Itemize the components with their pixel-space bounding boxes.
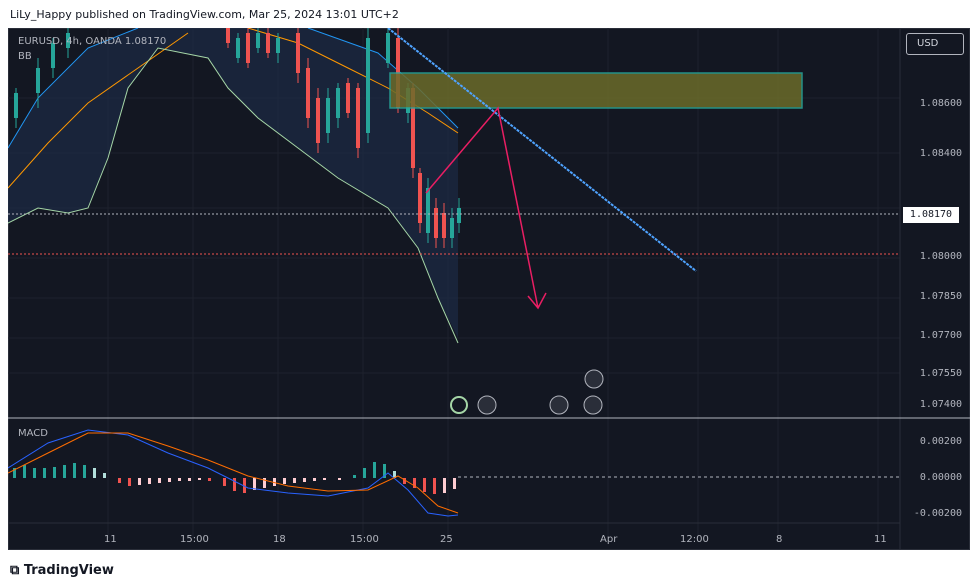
signal-line bbox=[8, 432, 459, 514]
symbol-title: EURUSD, 4h, OANDA 1.08170 bbox=[18, 36, 167, 47]
currency-button[interactable]: USD bbox=[906, 33, 964, 55]
time-label: 8 bbox=[776, 534, 783, 545]
price-label: 1.07700 bbox=[919, 330, 962, 341]
tradingview-logo[interactable]: ⧉ TradingView bbox=[10, 563, 114, 578]
price-label: 1.08600 bbox=[919, 98, 962, 109]
chart-frame[interactable] bbox=[8, 28, 970, 550]
publisher-text: LiLy_Happy published on TradingView.com,… bbox=[10, 8, 399, 21]
publisher-header: LiLy_Happy published on TradingView.com,… bbox=[0, 0, 980, 28]
time-label: Apr bbox=[600, 534, 618, 545]
footer: ⧉ TradingView bbox=[0, 556, 980, 588]
bollinger-band-fill bbox=[8, 28, 458, 338]
tv-logo-icon: ⧉ bbox=[10, 563, 24, 578]
price-label: 1.07850 bbox=[919, 291, 962, 302]
indicator-label: BB bbox=[18, 51, 32, 62]
flag-event-icon bbox=[549, 395, 569, 415]
macd-histogram bbox=[13, 462, 456, 494]
time-label: 12:00 bbox=[680, 534, 709, 545]
macd-axis-label: 0.00200 bbox=[919, 436, 962, 447]
time-label: 11 bbox=[104, 534, 117, 545]
time-label: 15:00 bbox=[350, 534, 379, 545]
macd-label: MACD bbox=[18, 428, 48, 439]
time-label: 11 bbox=[874, 534, 887, 545]
time-label: 25 bbox=[440, 534, 453, 545]
flag-event-icon-2 bbox=[583, 395, 603, 415]
flag-event-icon-3 bbox=[584, 369, 604, 389]
price-label: 1.07550 bbox=[919, 368, 962, 379]
earnings-event-icon bbox=[450, 396, 468, 414]
time-label: 15:00 bbox=[180, 534, 209, 545]
event-icons[interactable] bbox=[450, 369, 604, 415]
macd-axis-label: -0.00200 bbox=[913, 508, 962, 519]
price-label: 1.08400 bbox=[919, 148, 962, 159]
price-label: 1.08000 bbox=[919, 251, 962, 262]
trendline[interactable] bbox=[387, 28, 697, 272]
supply-zone[interactable] bbox=[389, 72, 803, 109]
price-label: 1.07400 bbox=[919, 399, 962, 410]
macd-line bbox=[8, 429, 459, 517]
macd-axis-label: 0.00000 bbox=[919, 472, 962, 483]
time-label: 18 bbox=[273, 534, 286, 545]
brand-text: TradingView bbox=[23, 563, 114, 578]
bb-lower-band bbox=[8, 47, 459, 344]
news-event-icon bbox=[477, 395, 497, 415]
candlesticks bbox=[14, 28, 461, 248]
current-price-label: 1.08170 bbox=[903, 207, 959, 223]
projection-arrow[interactable] bbox=[425, 106, 547, 310]
price-chart[interactable] bbox=[8, 28, 970, 550]
